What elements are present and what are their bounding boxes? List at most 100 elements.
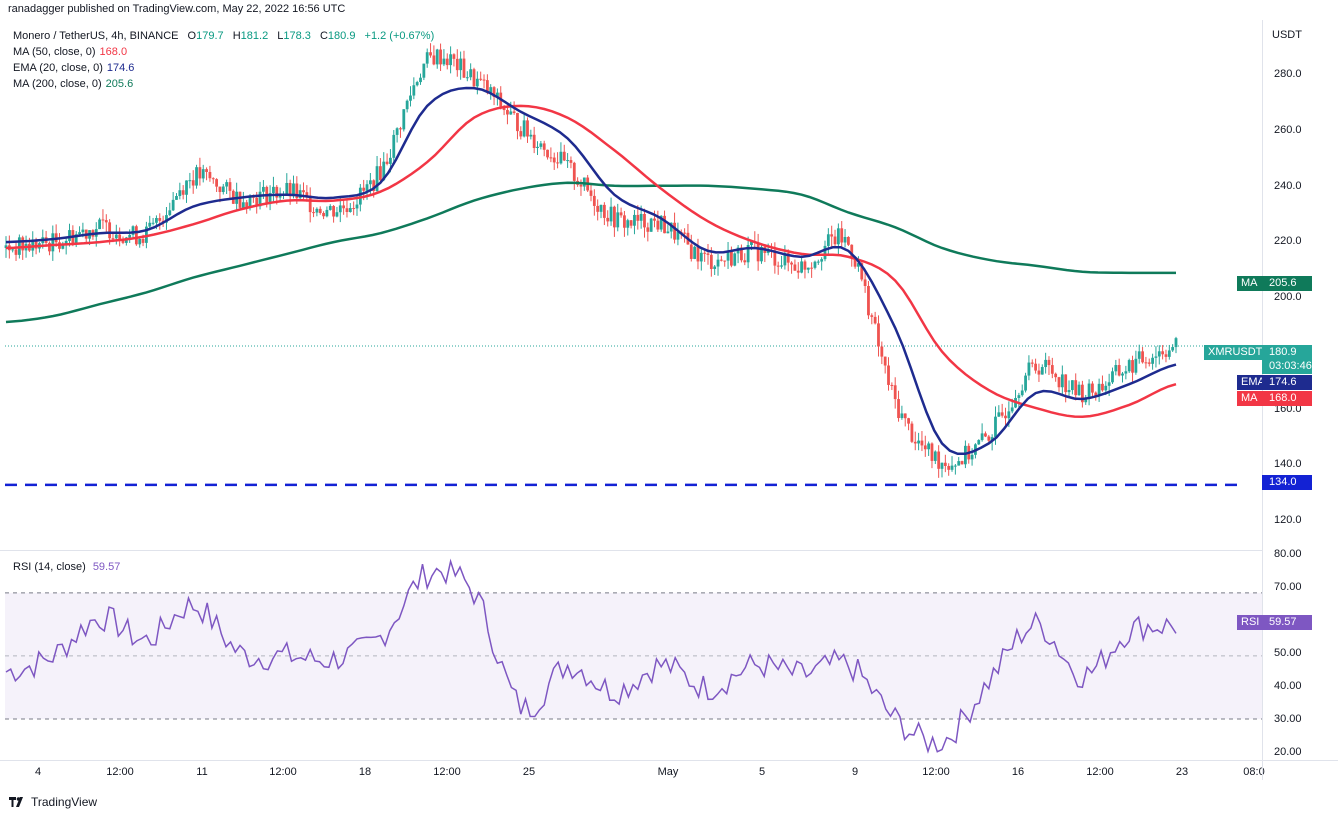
candle-body bbox=[693, 246, 697, 259]
candle-body bbox=[857, 263, 860, 267]
candle-body bbox=[201, 169, 205, 179]
candle-body bbox=[582, 177, 586, 187]
candle-body bbox=[225, 182, 229, 187]
candle-body bbox=[816, 261, 820, 263]
candle-body bbox=[1027, 362, 1031, 376]
candle-body bbox=[1131, 360, 1134, 373]
candle-body bbox=[74, 234, 78, 245]
candle-body bbox=[145, 226, 148, 243]
ma200-legend[interactable]: MA (200, close, 0) 205.6 bbox=[13, 78, 133, 90]
tradingview-logo[interactable]: TradingView bbox=[9, 795, 97, 809]
candle-body bbox=[666, 231, 670, 234]
candle-body bbox=[813, 261, 817, 268]
candle-body bbox=[352, 208, 356, 210]
last-price-value: 180.9 bbox=[1262, 345, 1312, 360]
candle-body bbox=[175, 196, 178, 200]
candle-body bbox=[897, 399, 900, 419]
candle-body bbox=[1074, 380, 1078, 396]
candle-body bbox=[730, 251, 733, 266]
candle-body bbox=[953, 465, 957, 467]
candle-body bbox=[673, 222, 676, 240]
ma50-line bbox=[5, 104, 1177, 419]
candle-body bbox=[913, 441, 917, 444]
ma200-line bbox=[5, 181, 1176, 324]
candle-body bbox=[522, 120, 526, 137]
candle-body bbox=[806, 267, 810, 270]
candle-body bbox=[930, 443, 934, 461]
candle-body bbox=[549, 157, 553, 159]
ema20-line bbox=[5, 86, 1177, 456]
candle-body bbox=[1097, 383, 1101, 396]
candle-body bbox=[455, 58, 459, 71]
rsi-axis-tag: RSI bbox=[1237, 615, 1262, 630]
time-tick: May bbox=[657, 766, 679, 778]
candle-body bbox=[292, 183, 295, 197]
candle-body bbox=[1030, 362, 1034, 364]
rsi-legend[interactable]: RSI (14, close) 59.57 bbox=[13, 561, 120, 573]
candle-body bbox=[345, 208, 349, 213]
candle-body bbox=[111, 238, 115, 240]
candle-body bbox=[519, 131, 523, 137]
candle-body bbox=[131, 226, 135, 235]
candle-body bbox=[328, 206, 332, 210]
candle-body bbox=[1167, 350, 1171, 357]
candle-body bbox=[646, 227, 650, 232]
candle-body bbox=[322, 212, 325, 217]
candle-body bbox=[1020, 390, 1024, 396]
candle-body bbox=[750, 241, 753, 246]
candle-body bbox=[475, 78, 479, 87]
price-tick: 160.0 bbox=[1274, 403, 1302, 415]
candle-body bbox=[442, 58, 446, 65]
candle-body bbox=[719, 259, 723, 261]
candle-body bbox=[245, 202, 249, 208]
candle-body bbox=[1154, 356, 1158, 358]
candle-body bbox=[596, 205, 600, 212]
ema20-value: 174.6 bbox=[106, 62, 135, 74]
candle-body bbox=[726, 251, 730, 261]
candle-body bbox=[783, 253, 787, 266]
candle-body bbox=[412, 85, 416, 96]
candle-body bbox=[663, 215, 666, 234]
candle-body bbox=[1024, 375, 1027, 391]
candle-body bbox=[786, 253, 790, 263]
candle-body bbox=[1114, 365, 1118, 372]
candle-body bbox=[633, 214, 636, 226]
symbol-legend[interactable]: Monero / TetherUS, 4h, BINANCE O179.7 H1… bbox=[13, 30, 434, 42]
currency-label: USDT bbox=[1272, 29, 1302, 41]
candle-body bbox=[1111, 371, 1114, 383]
ema-axis-tag: EMA bbox=[1237, 375, 1265, 390]
bar-countdown: 03:03:46 bbox=[1262, 359, 1312, 374]
ma50-legend[interactable]: MA (50, close, 0) 168.0 bbox=[13, 46, 127, 58]
candle-body bbox=[34, 241, 38, 249]
candle-body bbox=[964, 445, 967, 465]
candle-body bbox=[298, 190, 302, 199]
change-value: +1.2 (+0.67%) bbox=[364, 30, 435, 42]
support-axis-value: 134.0 bbox=[1262, 475, 1312, 490]
candle-body bbox=[1141, 351, 1144, 363]
candle-body bbox=[335, 212, 339, 217]
ema20-legend[interactable]: EMA (20, close, 0) 174.6 bbox=[13, 62, 134, 74]
candle-body bbox=[1060, 374, 1064, 388]
candle-body bbox=[773, 250, 777, 266]
candle-body bbox=[639, 213, 643, 221]
candle-body bbox=[890, 384, 894, 386]
candle-body bbox=[502, 106, 506, 111]
candle-body bbox=[552, 157, 556, 163]
candle-body bbox=[432, 55, 436, 65]
candle-body bbox=[947, 465, 951, 470]
candle-body bbox=[990, 437, 994, 441]
time-tick: 18 bbox=[358, 766, 372, 778]
candle-body bbox=[482, 79, 486, 81]
candle-body bbox=[653, 218, 656, 221]
ema20-label: EMA (20, close, 0) bbox=[13, 62, 103, 74]
candle-body bbox=[469, 69, 473, 78]
candle-body bbox=[833, 236, 837, 245]
candle-body bbox=[445, 58, 449, 66]
candle-body bbox=[211, 178, 215, 180]
candle-body bbox=[399, 128, 402, 130]
candle-body bbox=[385, 161, 389, 164]
candle-body bbox=[1107, 382, 1111, 386]
candle-body bbox=[379, 166, 382, 181]
candle-body bbox=[1171, 347, 1175, 351]
